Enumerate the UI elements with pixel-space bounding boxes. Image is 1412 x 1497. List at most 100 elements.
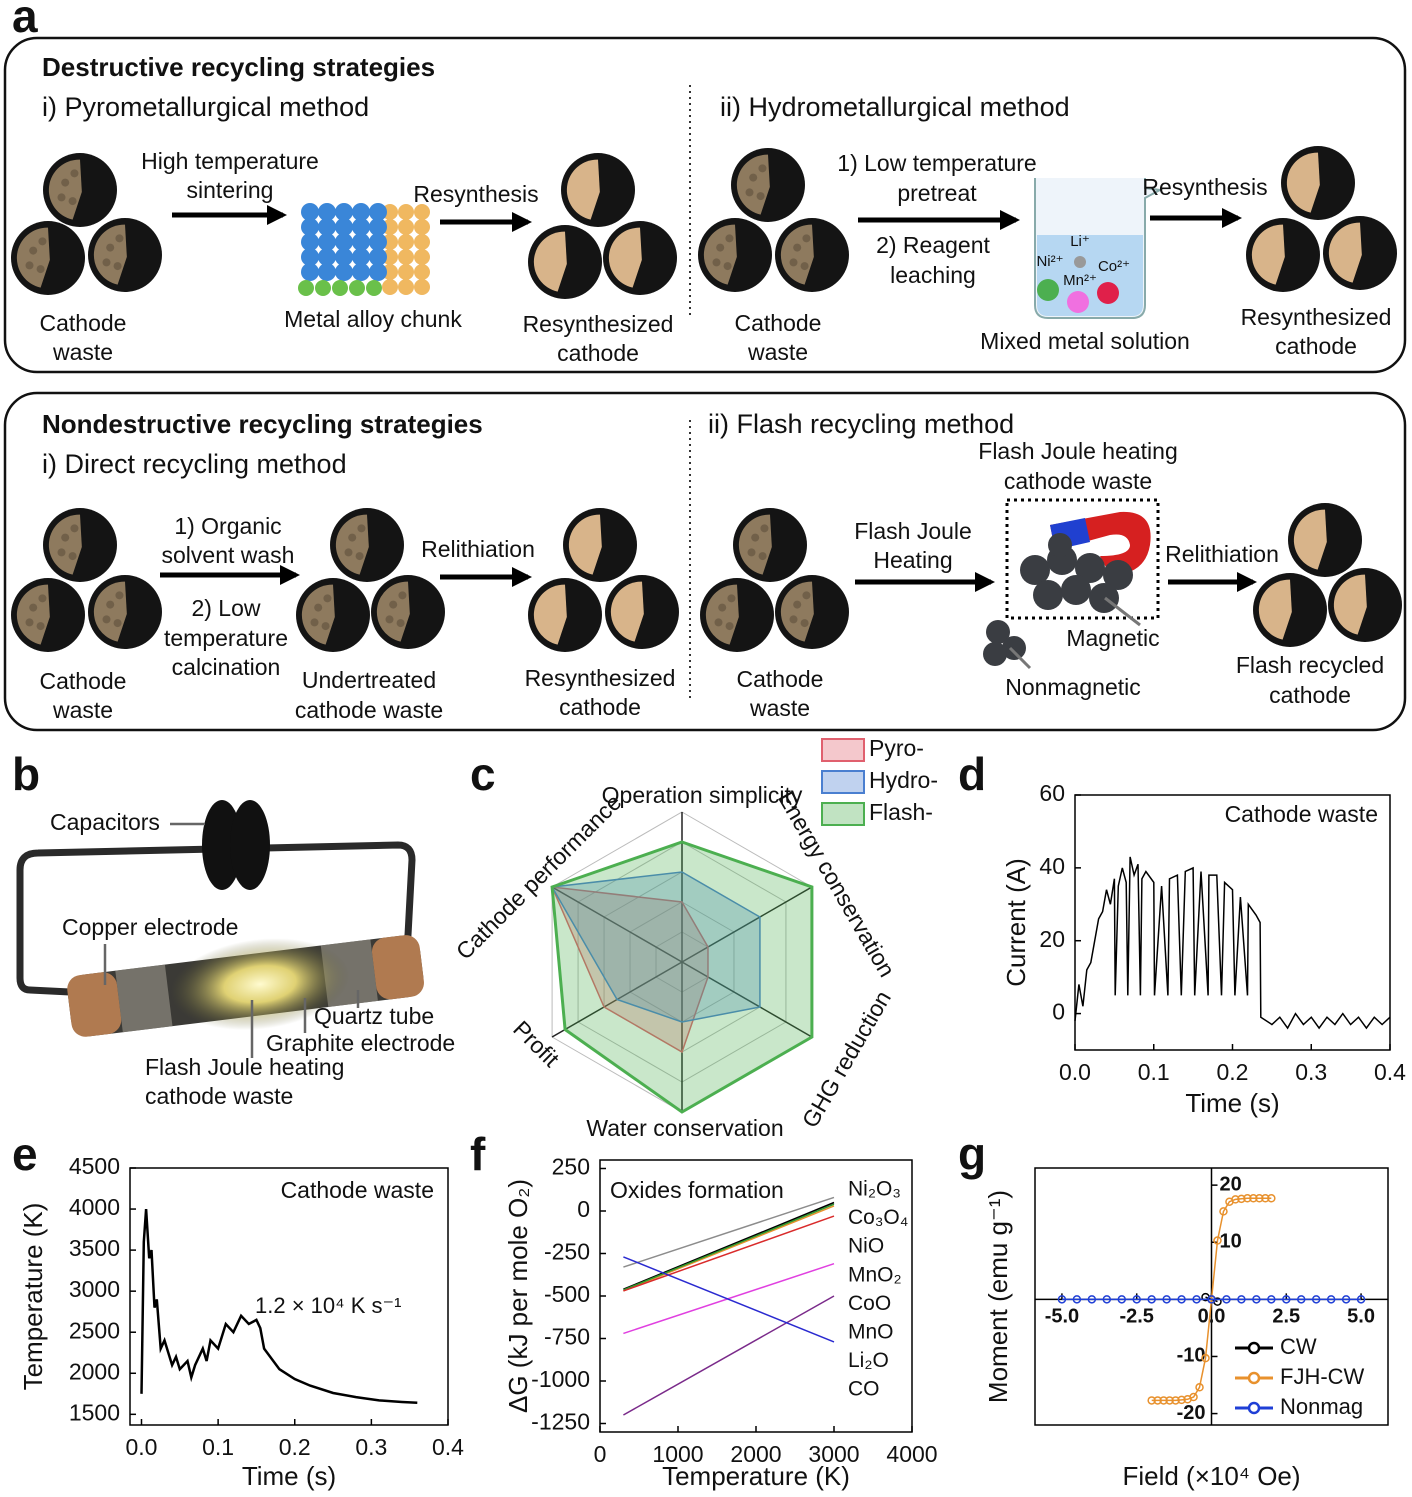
x-tick-label: 3000	[808, 1441, 859, 1467]
texture	[751, 533, 760, 542]
line-label: CO	[848, 1378, 880, 1401]
texture	[68, 197, 77, 206]
texture	[725, 622, 734, 631]
legend-marker	[1247, 1371, 1261, 1385]
marker	[1311, 1295, 1321, 1304]
x-tick-label: 4000	[886, 1441, 937, 1467]
label: cathode waste	[295, 697, 443, 723]
panel-label: d	[958, 748, 986, 800]
texture	[745, 188, 754, 197]
data-line	[140, 1209, 418, 1405]
label: Flash Joule heating	[145, 1054, 344, 1080]
label: sintering	[187, 177, 274, 203]
label: Resynthesis	[1142, 174, 1267, 200]
atom	[398, 219, 414, 235]
data-line	[623, 1203, 835, 1291]
label: temperature	[164, 625, 288, 651]
apparatus	[16, 800, 424, 1058]
panel-label: e	[12, 1128, 38, 1180]
legend-marker	[1247, 1341, 1261, 1355]
texture	[756, 192, 765, 201]
label: Flash Joule	[854, 518, 972, 544]
texture	[25, 618, 34, 627]
marker	[1296, 1295, 1306, 1304]
texture	[36, 265, 45, 274]
label: cathode waste	[1004, 468, 1152, 494]
marker	[1195, 1383, 1204, 1392]
atom	[369, 218, 387, 236]
label: cathode	[559, 694, 641, 720]
texture	[115, 591, 124, 600]
label: cathode waste	[145, 1083, 293, 1109]
x-axis-label: Temperature (K)	[662, 1461, 850, 1491]
data-line	[623, 1201, 835, 1290]
texture	[102, 258, 111, 267]
x-tick-label: 1000	[652, 1441, 703, 1467]
texture	[758, 164, 767, 173]
y-tick-label: 0	[1052, 999, 1065, 1025]
marker	[1177, 1295, 1186, 1304]
y-tick-label: 1500	[69, 1399, 120, 1425]
marker	[1326, 1295, 1336, 1304]
axis-category: Water conservation	[586, 1115, 783, 1141]
atom	[318, 233, 336, 251]
label: Destructive recycling strategies	[42, 52, 435, 82]
data-line	[623, 1205, 835, 1292]
atom	[369, 263, 387, 281]
y-axis-label: ΔG (kJ per mole O₂)	[503, 1179, 533, 1413]
texture	[61, 533, 70, 542]
label: Resynthesized	[1241, 304, 1392, 330]
marker	[1222, 1295, 1231, 1304]
label: cathode	[1275, 333, 1357, 359]
texture	[29, 603, 38, 612]
label: Mn²⁺	[1063, 272, 1097, 289]
atom	[301, 263, 319, 281]
texture	[321, 622, 330, 631]
x-axis-label: Time (s)	[1185, 1088, 1279, 1118]
label: Co²⁺	[1098, 258, 1130, 275]
marker	[1147, 1295, 1156, 1304]
x-tick-label: -5.0	[1045, 1306, 1079, 1328]
label: Copper electrode	[62, 914, 238, 940]
x-tick-label: 5.0	[1347, 1306, 1375, 1328]
y-tick-label: -20	[1177, 1402, 1206, 1424]
marker	[1267, 1295, 1276, 1304]
y-tick-label: 0	[577, 1196, 590, 1222]
radar-area	[550, 840, 814, 1114]
texture	[106, 243, 115, 252]
flash-box	[1005, 498, 1160, 620]
atom	[369, 203, 387, 221]
x-tick-label: 0	[594, 1441, 607, 1467]
atom	[335, 233, 353, 251]
atom	[414, 249, 430, 265]
texture	[389, 600, 398, 609]
label: ii) Flash recycling method	[708, 409, 1014, 439]
label: Capacitors	[50, 809, 160, 835]
spoke	[681, 886, 813, 963]
atom	[318, 203, 336, 221]
texture	[61, 178, 70, 187]
atom	[352, 263, 370, 281]
x-tick-label: -2.5	[1119, 1306, 1153, 1328]
panel-label: a	[12, 0, 38, 42]
y-tick-label: -500	[544, 1281, 590, 1307]
destructive-box	[3, 36, 1407, 374]
y-tick-label: 40	[1039, 853, 1065, 879]
leaders	[1008, 596, 1141, 670]
x-tick-label: 2.5	[1272, 1306, 1300, 1328]
legend-label: FJH-CW	[1280, 1364, 1365, 1389]
y-tick-label: 60	[1039, 780, 1065, 806]
texture	[714, 618, 723, 627]
particle-core	[1286, 152, 1320, 213]
atom	[318, 218, 336, 236]
texture	[113, 262, 122, 271]
nondestructive-box	[3, 391, 1407, 732]
marker	[1249, 1194, 1258, 1203]
texture	[385, 615, 394, 624]
texture	[758, 552, 767, 561]
marker	[1243, 1194, 1252, 1203]
label: Flash recycled	[1236, 652, 1384, 678]
panel-label: b	[12, 748, 40, 800]
marker	[1072, 1295, 1082, 1304]
y-tick-label: 3500	[69, 1235, 120, 1261]
